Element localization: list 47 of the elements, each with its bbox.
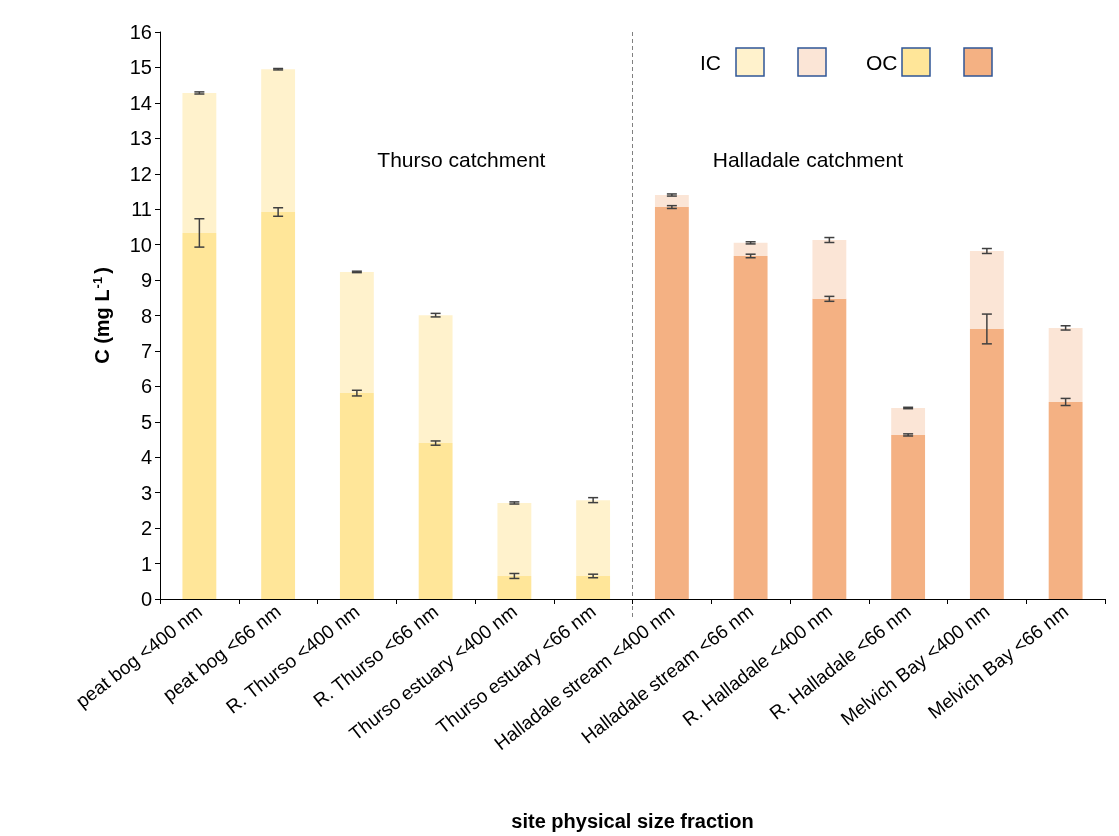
annotation: Halladale catchment bbox=[712, 148, 904, 172]
bar bbox=[969, 328, 1004, 599]
y-tick-label: 6 bbox=[140, 375, 152, 398]
y-tick-label: 7 bbox=[140, 339, 152, 362]
y-tick-label: 1 bbox=[140, 552, 152, 575]
y-tick-label: 2 bbox=[140, 517, 152, 540]
y-tick-label: 8 bbox=[140, 304, 152, 327]
bar bbox=[182, 92, 217, 233]
y-tick-label: 11 bbox=[131, 198, 152, 221]
bar bbox=[497, 575, 532, 599]
bar bbox=[576, 500, 611, 576]
bar bbox=[969, 251, 1004, 329]
bar bbox=[339, 393, 374, 599]
bar bbox=[497, 502, 532, 576]
y-tick-label: 10 bbox=[129, 233, 152, 256]
bar bbox=[1048, 327, 1083, 402]
bar bbox=[654, 195, 689, 208]
bar bbox=[891, 407, 926, 435]
y-tick-label: 14 bbox=[129, 91, 152, 114]
y-axis-title: C (mg L-1) bbox=[90, 267, 113, 364]
legend-label: IC bbox=[700, 50, 721, 74]
bar bbox=[339, 271, 374, 394]
y-tick-label: 9 bbox=[140, 269, 152, 292]
bar bbox=[654, 207, 689, 599]
y-tick-label: 4 bbox=[140, 446, 152, 469]
bar bbox=[733, 242, 768, 256]
y-tick-label: 5 bbox=[140, 410, 152, 433]
bar bbox=[261, 212, 296, 599]
bar bbox=[418, 315, 453, 444]
y-tick-label: 16 bbox=[129, 21, 152, 43]
bar bbox=[418, 443, 453, 599]
bar bbox=[812, 298, 847, 599]
legend-label: OC bbox=[866, 50, 898, 74]
bar bbox=[1048, 401, 1083, 599]
bar bbox=[812, 240, 847, 299]
y-tick-label: 0 bbox=[140, 588, 152, 610]
bar bbox=[733, 255, 768, 599]
y-tick-label: 12 bbox=[129, 162, 152, 185]
y-tick-label: 13 bbox=[129, 127, 152, 150]
bar bbox=[576, 575, 611, 599]
y-tick-label: 3 bbox=[140, 481, 152, 504]
bar bbox=[891, 434, 926, 599]
bar bbox=[261, 69, 296, 213]
annotation: Thurso catchment bbox=[377, 148, 546, 172]
bar bbox=[182, 232, 217, 599]
y-tick-label: 15 bbox=[129, 56, 152, 79]
x-axis-title: site physical size fraction bbox=[511, 810, 754, 832]
